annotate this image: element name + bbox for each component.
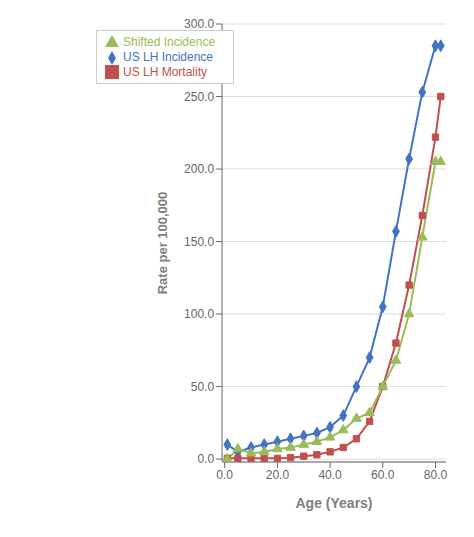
html-text:US LH Incidence: US LH Incidence [123,49,213,64]
svg-text:150.0: 150.0 [184,235,214,249]
svg-text:100.0: 100.0 [184,307,214,321]
html-text:US LH Mortality: US LH Mortality [123,64,207,79]
html-text:Shifted Incidence: Shifted Incidence [123,35,216,49]
svg-text:300.0: 300.0 [184,17,214,31]
svg-text:80.0: 80.0 [424,468,448,482]
svg-text:60.0: 60.0 [371,468,395,482]
svg-text:0.0: 0.0 [197,452,214,466]
svg-text:0.0: 0.0 [216,468,233,482]
svg-text:Rate per 100,000: Rate per 100,000 [155,192,170,295]
svg-text:20.0: 20.0 [266,468,290,482]
svg-text:50.0: 50.0 [191,380,215,394]
svg-text:200.0: 200.0 [184,162,214,176]
svg-text:250.0: 250.0 [184,90,214,104]
svg-text:Age (Years): Age (Years) [296,495,373,511]
svg-text:40.0: 40.0 [318,468,342,482]
